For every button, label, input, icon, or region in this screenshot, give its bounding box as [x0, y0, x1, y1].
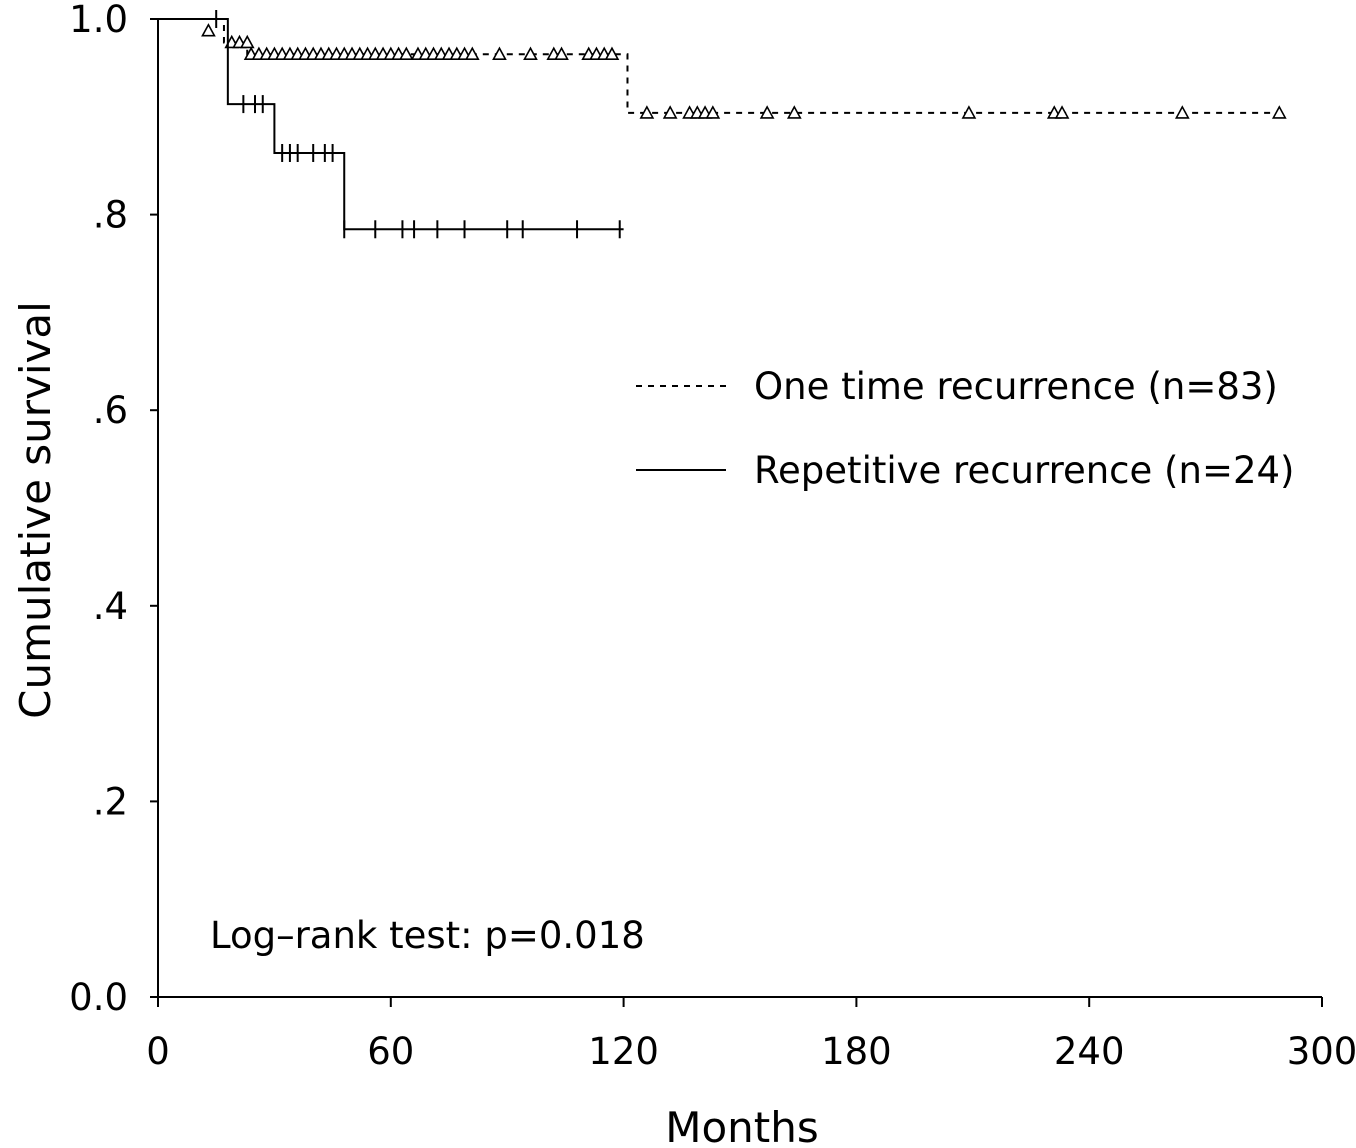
censor-mark — [523, 46, 538, 61]
x-tick-label: 0 — [146, 1030, 170, 1073]
series-layer — [158, 10, 1287, 239]
censor-mark — [639, 105, 655, 119]
tick-labels: 0.0 .2 .4 .6 .8 1.0 0 60 120 180 240 300 — [69, 0, 1356, 1073]
censor-mark — [1174, 105, 1190, 119]
legend-label-one-time: One time recurrence (n=83) — [754, 365, 1278, 408]
censor-mark — [492, 46, 507, 61]
censor-mark — [705, 105, 721, 119]
survival-curve-1 — [158, 18, 624, 231]
survival-curve-0 — [158, 18, 1284, 114]
x-axis-title: Months — [665, 1103, 819, 1148]
censor-mark — [604, 46, 620, 61]
legend: One time recurrence (n=83) Repetitive re… — [636, 365, 1294, 492]
censor-mark — [464, 46, 480, 61]
y-tick-label: .6 — [93, 389, 128, 432]
censor-mark — [239, 34, 255, 49]
y-tick-label: .4 — [93, 585, 128, 628]
axes — [150, 18, 1323, 1007]
x-tick-label: 300 — [1287, 1030, 1356, 1073]
legend-label-repetitive: Repetitive recurrence (n=24) — [754, 449, 1294, 492]
x-tick-label: 240 — [1054, 1030, 1125, 1073]
censor-mark — [662, 105, 678, 119]
censor-mark — [554, 46, 569, 61]
y-tick-label: .8 — [93, 194, 128, 237]
censor-mark — [1054, 105, 1070, 119]
censor-mark — [961, 105, 977, 119]
x-tick-label: 120 — [588, 1030, 659, 1073]
x-tick-label: 180 — [821, 1030, 892, 1073]
y-tick-label: 0.0 — [69, 976, 128, 1019]
censor-mark — [1271, 105, 1287, 119]
series-1 — [158, 10, 624, 239]
y-tick-label: 1.0 — [69, 0, 128, 41]
series-0 — [158, 18, 1287, 119]
y-tick-label: .2 — [93, 780, 128, 823]
censor-mark — [398, 46, 414, 61]
censor-mark — [201, 23, 216, 37]
y-axis-title: Cumulative survival — [11, 301, 60, 719]
x-tick-label: 60 — [367, 1030, 414, 1073]
censor-mark — [759, 105, 775, 119]
log-rank-annotation: Log–rank test: p=0.018 — [210, 914, 645, 957]
censor-mark — [786, 105, 802, 119]
